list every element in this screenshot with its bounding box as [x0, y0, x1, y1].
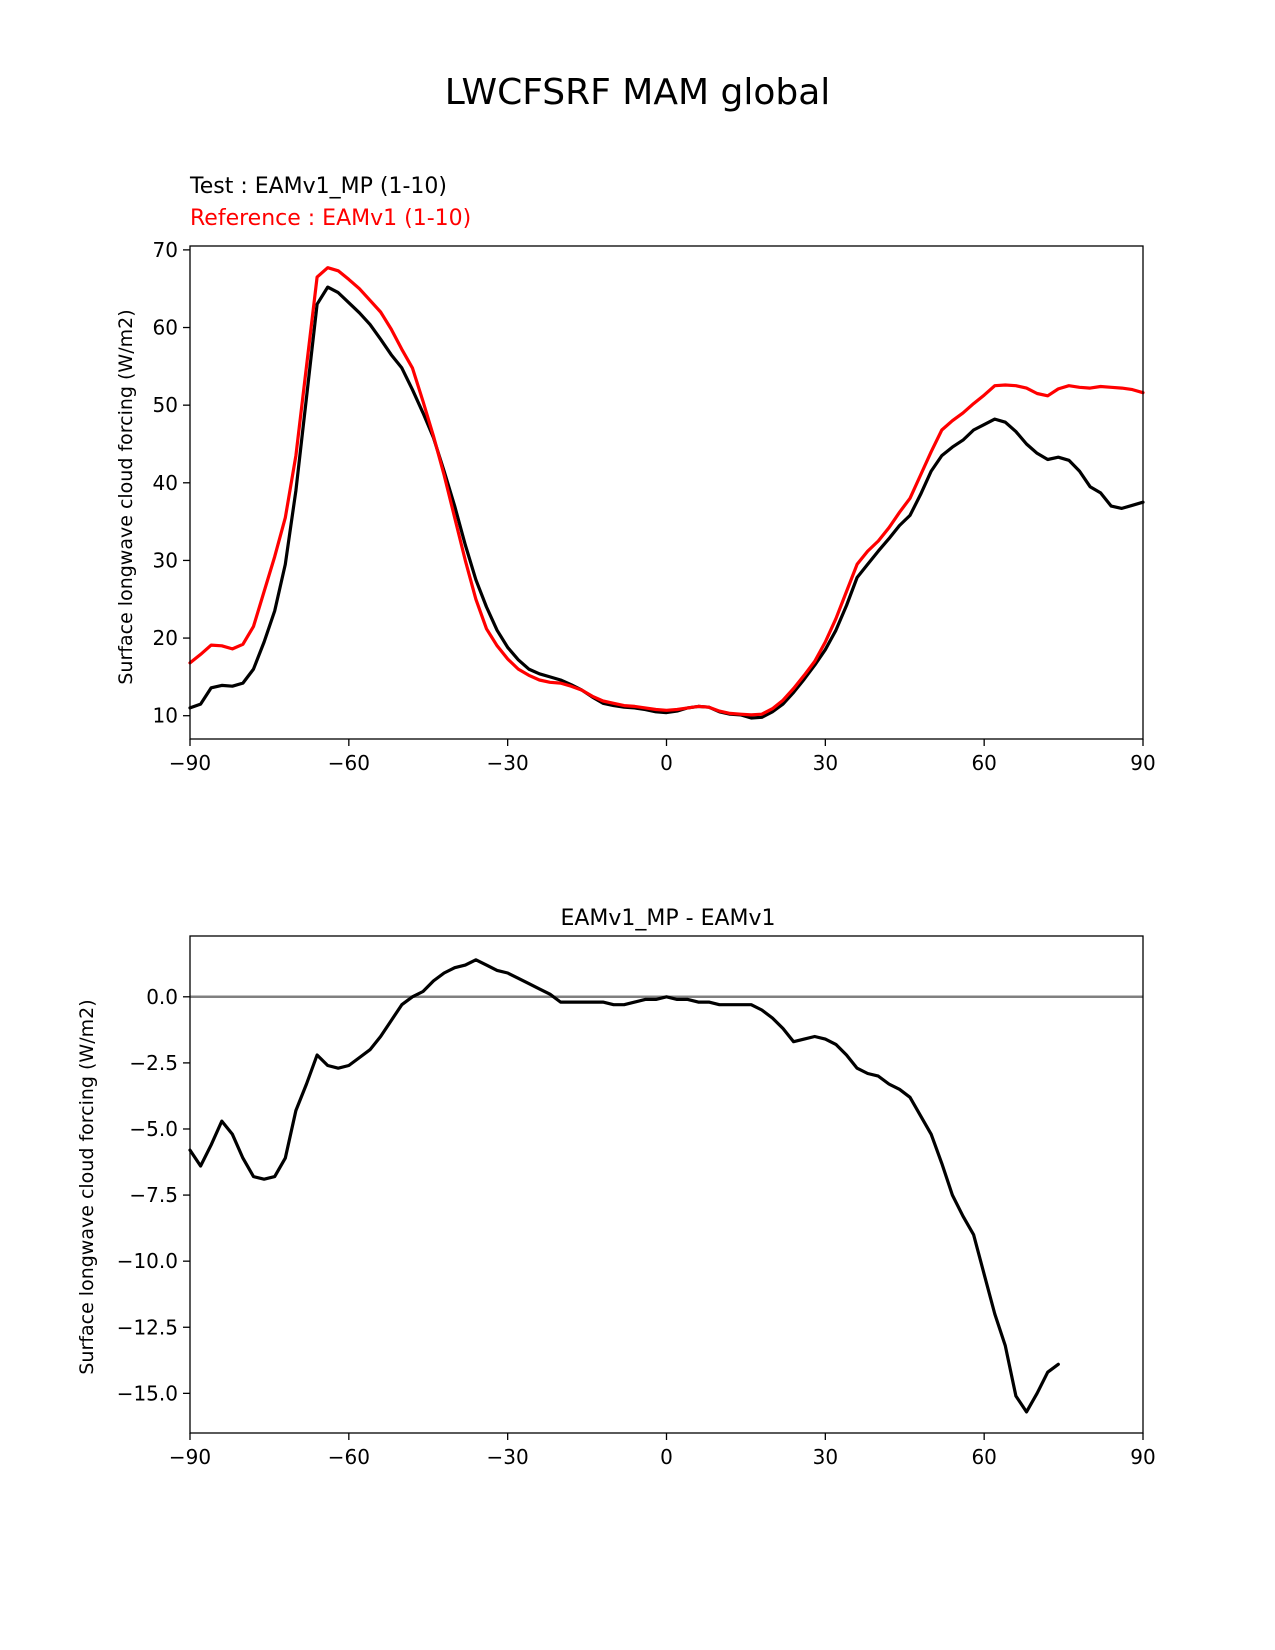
top-ytick-label: 40: [153, 471, 178, 495]
chart-canvas: Surface longwave cloud forcing (W/m2) −9…: [0, 0, 1275, 1650]
bottom-ytick-label: −2.5: [129, 1051, 178, 1075]
top-series-1-line: [190, 268, 1143, 715]
top-ytick-label: 50: [153, 393, 178, 417]
bottom-panel-ylabel: Surface longwave cloud forcing (W/m2): [76, 999, 98, 1374]
bottom-xtick-label: −90: [169, 1445, 211, 1469]
bottom-ytick-label: −15.0: [117, 1381, 178, 1405]
top-series-0-line: [190, 287, 1143, 718]
bottom-panel: EAMv1_MP - EAMv1 Surface longwave cloud …: [76, 906, 1156, 1469]
bottom-ytick-label: −7.5: [129, 1183, 178, 1207]
top-ytick-label: 60: [153, 316, 178, 340]
bottom-panel-title: EAMv1_MP - EAMv1: [560, 906, 775, 931]
bottom-ytick-label: 0.0: [146, 985, 178, 1009]
top-xtick-label: 90: [1130, 751, 1155, 775]
bottom-xtick-label: 0: [660, 1445, 673, 1469]
top-ytick-label: 20: [153, 626, 178, 650]
top-ytick-label: 70: [153, 238, 178, 262]
top-xtick-label: 30: [813, 751, 838, 775]
bottom-xtick-label: 90: [1130, 1445, 1155, 1469]
top-panel-ylabel: Surface longwave cloud forcing (W/m2): [115, 309, 137, 684]
top-ytick-label: 10: [153, 704, 178, 728]
bottom-ytick-label: −12.5: [117, 1315, 178, 1339]
bottom-ytick-label: −5.0: [129, 1117, 178, 1141]
top-xtick-label: 60: [971, 751, 996, 775]
bottom-ytick-label: −10.0: [117, 1249, 178, 1273]
top-xtick-label: 0: [660, 751, 673, 775]
bottom-xtick-label: 60: [971, 1445, 996, 1469]
bottom-axes-frame: [190, 936, 1143, 1433]
top-ytick-label: 30: [153, 548, 178, 572]
top-xtick-label: −90: [169, 751, 211, 775]
top-panel: Surface longwave cloud forcing (W/m2) −9…: [115, 238, 1156, 775]
bottom-xtick-label: −30: [487, 1445, 529, 1469]
top-xtick-label: −30: [487, 751, 529, 775]
bottom-xtick-label: −60: [328, 1445, 370, 1469]
bottom-series-0-line: [190, 960, 1058, 1412]
top-xtick-label: −60: [328, 751, 370, 775]
top-axes-frame: [190, 246, 1143, 739]
bottom-xtick-label: 30: [813, 1445, 838, 1469]
